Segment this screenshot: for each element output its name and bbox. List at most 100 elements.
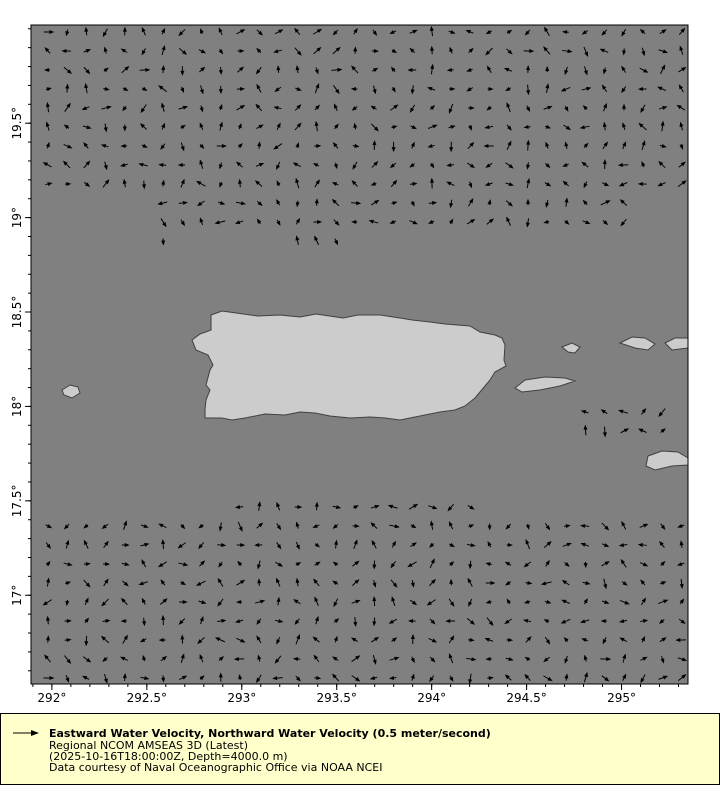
velocity-arrow [660, 523, 666, 530]
velocity-arrow [601, 600, 610, 604]
velocity-arrow [161, 675, 166, 683]
lon-tick-label: 292° [37, 691, 66, 705]
legend-title: Eastward Water Velocity, Northward Water… [49, 727, 491, 740]
velocity-arrow [581, 30, 589, 35]
velocity-arrow [295, 142, 300, 149]
velocity-arrow [142, 654, 147, 662]
velocity-arrow [466, 87, 474, 92]
velocity-arrow [371, 539, 377, 549]
velocity-arrow [214, 220, 226, 225]
lon-tick-label: 294.5° [506, 691, 546, 705]
velocity-arrow [484, 637, 494, 642]
legend-dataset: Regional NCOM AMSEAS 3D (Latest) [49, 739, 248, 752]
velocity-arrow [295, 200, 300, 208]
velocity-arrow [522, 619, 532, 623]
velocity-arrow [407, 68, 417, 73]
velocity-arrow [353, 122, 358, 130]
velocity-arrow [600, 657, 612, 662]
lon-tick-label: 293° [227, 691, 256, 705]
velocity-arrow [61, 48, 71, 53]
velocity-arrow [676, 104, 686, 111]
velocity-arrow [564, 141, 569, 149]
velocity-arrow [562, 180, 570, 187]
velocity-arrow [141, 597, 146, 605]
velocity-arrow [82, 656, 92, 663]
velocity-arrow [485, 656, 492, 661]
velocity-arrow [64, 655, 72, 665]
velocity-arrow [544, 599, 552, 604]
velocity-arrow [659, 29, 667, 35]
velocity-arrow [352, 161, 358, 170]
velocity-arrow [449, 561, 455, 567]
velocity-arrow [178, 48, 188, 55]
velocity-arrow [505, 581, 512, 586]
velocity-arrow [292, 657, 301, 662]
velocity-arrow [637, 181, 647, 186]
velocity-arrow [274, 655, 282, 664]
velocity-arrow [370, 199, 380, 206]
velocity-arrow [583, 598, 588, 605]
legend-credit: Data courtesy of Naval Oceanographic Off… [49, 761, 383, 774]
velocity-arrow [352, 523, 360, 528]
velocity-arrow [333, 162, 338, 170]
velocity-arrow [351, 180, 358, 187]
velocity-arrow [560, 86, 571, 92]
velocity-arrow [485, 162, 493, 168]
velocity-arrow [485, 47, 493, 56]
velocity-arrow [276, 596, 281, 606]
velocity-arrow [484, 182, 493, 186]
velocity-arrow [314, 235, 320, 245]
velocity-arrow [621, 103, 626, 111]
velocity-arrow [544, 636, 551, 645]
velocity-arrow [389, 219, 397, 224]
velocity-arrow [545, 141, 550, 149]
velocity-arrow [83, 523, 89, 529]
velocity-arrow [526, 84, 531, 96]
velocity-arrow [409, 599, 418, 606]
velocity-arrow [410, 580, 415, 588]
velocity-arrow [428, 219, 435, 224]
velocity-arrow [236, 637, 246, 643]
velocity-arrow [257, 501, 262, 511]
velocity-arrow [65, 83, 70, 93]
velocity-arrow [390, 104, 399, 111]
velocity-arrow [621, 581, 628, 586]
lon-tick-label: 295° [607, 691, 636, 705]
velocity-arrow [103, 540, 109, 548]
velocity-arrow [448, 521, 454, 530]
velocity-arrow [161, 238, 166, 246]
velocity-arrow [294, 27, 301, 36]
velocity-arrow [44, 47, 51, 54]
velocity-arrow [65, 674, 70, 683]
velocity-arrow [295, 577, 300, 587]
velocity-arrow [352, 560, 360, 567]
velocity-arrow [486, 218, 494, 225]
velocity-arrow [581, 86, 592, 91]
velocity-arrow [273, 143, 283, 150]
velocity-arrow [65, 182, 72, 187]
velocity-arrow [372, 560, 377, 570]
velocity-arrow [314, 120, 319, 132]
velocity-arrow [350, 87, 358, 92]
velocity-arrow [505, 86, 511, 92]
velocity-arrow [333, 219, 340, 226]
velocity-arrow [639, 67, 649, 73]
velocity-arrow [254, 180, 263, 187]
velocity-arrow [620, 218, 627, 227]
velocity-arrow [678, 674, 687, 682]
velocity-arrow [351, 655, 361, 662]
velocity-arrow [332, 505, 342, 510]
velocity-arrow [602, 121, 607, 131]
velocity-arrow [217, 543, 227, 548]
velocity-arrow [84, 82, 89, 94]
velocity-arrow [583, 561, 588, 569]
velocity-arrow [677, 657, 688, 662]
velocity-arrow [678, 161, 686, 168]
velocity-arrow [103, 674, 108, 684]
velocity-arrow [505, 182, 514, 187]
velocity-arrow [313, 654, 320, 663]
velocity-arrow [43, 67, 51, 72]
velocity-arrow [466, 657, 477, 662]
velocity-arrow [543, 105, 553, 110]
lat-tick-label: 17° [10, 585, 24, 606]
